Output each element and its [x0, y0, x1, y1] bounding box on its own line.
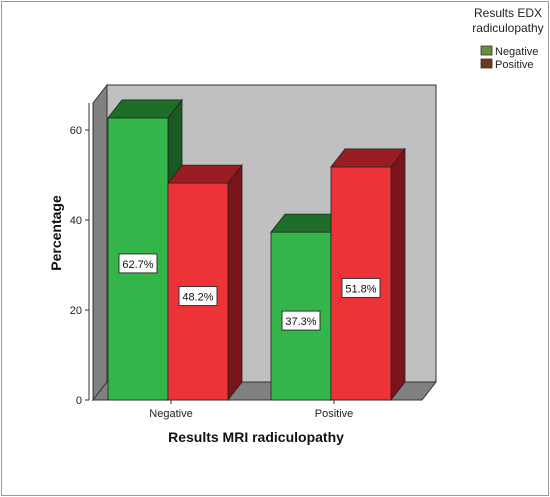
y-tick-label: 0: [76, 395, 82, 407]
data-label-box: [281, 310, 321, 331]
data-label: 62.7%: [122, 259, 153, 271]
x-axis: Negative Positive: [149, 400, 353, 420]
legend-swatch: [480, 45, 493, 56]
legend-title: Results EDX: [474, 6, 542, 20]
x-tick-label: Negative: [149, 408, 192, 420]
bars: 62.7% 48.2% 37.3% 51.8%: [107, 98, 406, 402]
bar-top: [330, 148, 406, 168]
y-axis: 0 20 40 60: [70, 103, 90, 407]
legend-swatch: [480, 58, 493, 69]
x-axis-title: Results MRI radiculopathy: [168, 429, 344, 445]
x-tick-label: Positive: [315, 408, 354, 420]
legend-label: Negative: [495, 46, 538, 58]
y-tick-label: 60: [70, 125, 82, 137]
data-label-box: [118, 253, 158, 274]
y-axis-title: Percentage: [48, 195, 64, 271]
legend-title: radiculopathy: [472, 21, 543, 35]
y-tick-label: 20: [70, 305, 82, 317]
data-label: 48.2%: [182, 292, 213, 304]
data-label: 37.3%: [285, 316, 316, 328]
bar-side: [390, 147, 406, 402]
y-tick-label: 40: [70, 215, 82, 227]
data-label: 51.8%: [345, 283, 376, 295]
bar-top: [107, 99, 183, 119]
legend-label: Positive: [495, 59, 534, 71]
bar-side: [227, 163, 243, 402]
bar-top: [167, 164, 243, 184]
data-label-box: [178, 286, 218, 307]
side-wall: [92, 83, 108, 402]
data-label-box: [341, 277, 381, 298]
